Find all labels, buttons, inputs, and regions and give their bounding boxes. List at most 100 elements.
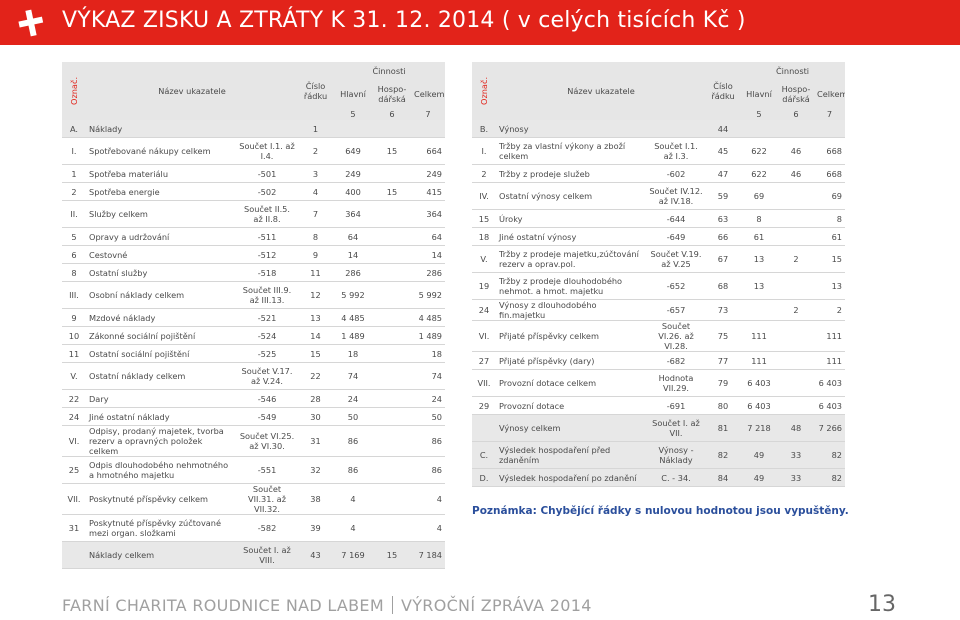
main: 400 <box>333 182 374 201</box>
total: 668 <box>814 164 846 183</box>
mark: 6 <box>62 245 86 264</box>
account: -518 <box>236 263 299 282</box>
row-number: 9 <box>298 245 334 264</box>
row-number: 45 <box>706 137 741 165</box>
table-row: 11 Ostatní sociální pojištění -525 15 18 18 <box>62 344 446 363</box>
account: -657 <box>646 299 707 321</box>
mark: I. <box>472 137 496 165</box>
economic: 46 <box>778 164 815 183</box>
account: Součet VII.31. až VII.32. <box>236 483 299 515</box>
main: 14 <box>333 245 374 264</box>
total: 286 <box>411 263 446 282</box>
economic <box>778 227 815 246</box>
indicator: Spotřeba materiálu <box>86 164 236 183</box>
row-number: 2 <box>298 137 334 165</box>
account <box>646 120 707 138</box>
main: 286 <box>333 263 374 282</box>
economic <box>778 369 815 397</box>
mark: V. <box>62 362 86 390</box>
mark: III. <box>62 281 86 309</box>
row-number: 84 <box>706 468 741 487</box>
account: -691 <box>646 396 707 415</box>
row-number: 44 <box>706 120 741 138</box>
separator <box>391 596 393 614</box>
row-number: 77 <box>706 351 741 370</box>
main: 111 <box>740 320 779 352</box>
total <box>814 120 846 138</box>
indicator: Spotřeba energie <box>86 182 236 201</box>
table-row: 9 Mzdové náklady -521 13 4 485 4 485 <box>62 308 446 327</box>
economic <box>373 281 412 309</box>
account: -649 <box>646 227 707 246</box>
table-row: 27 Přijaté příspěvky (dary) -682 77 111 111 <box>472 351 846 370</box>
title-band <box>0 0 960 45</box>
main <box>740 120 779 138</box>
mark: 29 <box>472 396 496 415</box>
account: Součet III.9. až III.13. <box>236 281 299 309</box>
page-number: 13 <box>868 592 896 617</box>
economic <box>373 407 412 426</box>
header-row: Hlavní Hospo-dářská Celkem <box>62 80 446 108</box>
account: C. - 34. <box>646 468 707 487</box>
org: FARNÍ CHARITA ROUDNICE NAD LABEM <box>62 596 384 615</box>
row-number: 14 <box>298 326 334 345</box>
header-row: Označ. Název ukazatele Číslo řádku Činnosti <box>472 62 846 120</box>
mark: 27 <box>472 351 496 370</box>
table-row: 29 Provozní dotace -691 80 6 403 6 403 <box>472 396 846 415</box>
main: 622 <box>740 137 779 165</box>
total: 7 184 <box>411 541 446 569</box>
header-cell: Hospo-dářská <box>778 80 815 108</box>
indicator: Odpisy, prodaný majetek, tvorba rezerv a… <box>86 425 236 457</box>
row-number: 31 <box>298 425 334 457</box>
row-number: 8 <box>298 227 334 246</box>
mark: 9 <box>62 308 86 327</box>
total: 82 <box>814 468 846 487</box>
row-number: 67 <box>706 245 741 273</box>
indicator: Úroky <box>496 209 646 228</box>
total: 15 <box>814 245 846 273</box>
total: 86 <box>411 456 446 484</box>
footer: FARNÍ CHARITA ROUDNICE NAD LABEM VÝROČNÍ … <box>62 596 592 615</box>
main: 13 <box>740 245 779 273</box>
row-number: 32 <box>298 456 334 484</box>
table-row: VI. Odpisy, prodaný majetek, tvorba rezer… <box>62 425 446 457</box>
table-row: 2 Spotřeba energie -502 4 400 15 415 <box>62 182 446 201</box>
main: 13 <box>740 272 779 300</box>
row-number: 66 <box>706 227 741 246</box>
total: 8 <box>814 209 846 228</box>
table-row: C. Výsledek hospodaření před zdaněním Výno… <box>472 441 846 469</box>
account: -521 <box>236 308 299 327</box>
table-row: 18 Jiné ostatní výnosy -649 66 61 61 <box>472 227 846 246</box>
economic <box>778 182 815 210</box>
account: -644 <box>646 209 707 228</box>
main: 49 <box>740 441 779 469</box>
indicator: Náklady <box>86 120 236 138</box>
mark: II. <box>62 200 86 228</box>
mark: 8 <box>62 263 86 282</box>
row-number: 47 <box>706 164 741 183</box>
total: 1 489 <box>411 326 446 345</box>
economic <box>373 326 412 345</box>
row-number: 59 <box>706 182 741 210</box>
main: 8 <box>740 209 779 228</box>
total: 6 403 <box>814 369 846 397</box>
row-number: 82 <box>706 441 741 469</box>
indicator: Osobní náklady celkem <box>86 281 236 309</box>
indicator: Jiné ostatní náklady <box>86 407 236 426</box>
main: 50 <box>333 407 374 426</box>
table-row: V. Tržby z prodeje majetku,zúčtování reze… <box>472 245 846 273</box>
indicator: Přijaté příspěvky celkem <box>496 320 646 352</box>
header-cell: 5 <box>333 108 374 120</box>
total: 4 485 <box>411 308 446 327</box>
total <box>411 120 446 138</box>
mark: VI. <box>62 425 86 457</box>
main: 64 <box>333 227 374 246</box>
mark: IV. <box>472 182 496 210</box>
account: Součet V.17. až V.24. <box>236 362 299 390</box>
table-row: B. Výnosy 44 <box>472 120 846 138</box>
row-number: 81 <box>706 414 741 442</box>
mark: VII. <box>472 369 496 397</box>
account: Součet I.1. až I.3. <box>646 137 707 165</box>
main: 18 <box>333 344 374 363</box>
indicator: Jiné ostatní výnosy <box>496 227 646 246</box>
